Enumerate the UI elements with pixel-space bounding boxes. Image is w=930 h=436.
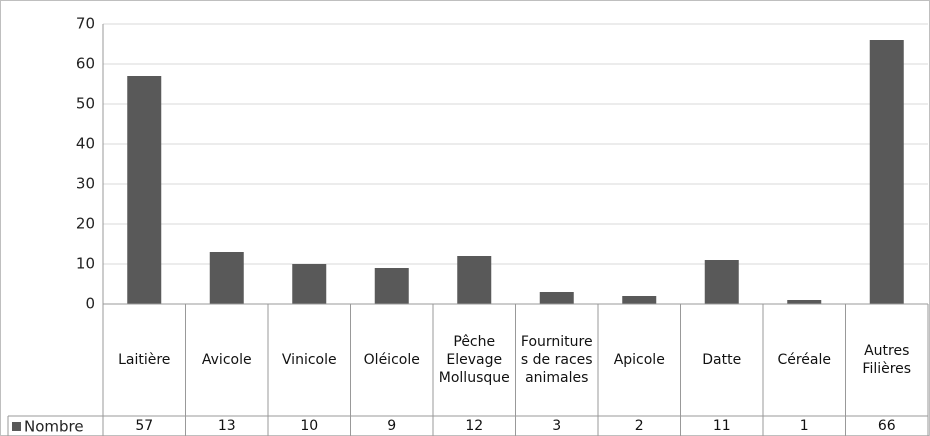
legend-key (12, 422, 21, 431)
y-tick-label: 70 (76, 15, 95, 33)
bar (622, 296, 657, 304)
bar (539, 292, 574, 304)
bar (704, 260, 739, 304)
table-value: 1 (799, 418, 809, 434)
x-tick-label: Datte (702, 352, 742, 368)
table-value: 66 (877, 418, 896, 434)
table-value: 11 (712, 418, 731, 434)
y-tick-label: 60 (76, 55, 95, 73)
bar (869, 40, 904, 304)
x-tick-label: Fournitures de races animales (520, 334, 593, 386)
bar (787, 300, 822, 304)
x-tick-label: Apicole (613, 352, 665, 368)
table-value: 57 (135, 418, 154, 434)
table-value: 3 (552, 418, 562, 434)
bar (457, 256, 492, 304)
bar (209, 252, 244, 304)
y-tick-label: 0 (85, 295, 95, 313)
y-tick-label: 10 (76, 255, 95, 273)
x-tick-label: Vinicole (281, 352, 337, 368)
bar (292, 264, 327, 304)
table-value: 2 (634, 418, 644, 434)
y-tick-label: 40 (76, 135, 95, 153)
y-tick-label: 50 (76, 95, 95, 113)
x-tick-label: Pêche Elevage Mollusque (438, 334, 510, 386)
bar (127, 76, 162, 304)
legend-label: Nombre (24, 418, 84, 436)
x-tick-label: Autres Filières (862, 343, 912, 377)
x-tick-label: Oléicole (363, 352, 420, 368)
x-tick-label: Céréale (777, 352, 832, 368)
bar (374, 268, 409, 304)
x-tick-label: Laitière (118, 352, 171, 368)
table-value: 10 (300, 418, 319, 434)
y-tick-label: 30 (76, 175, 95, 193)
table-value: 13 (217, 418, 236, 434)
x-tick-label: Avicole (201, 352, 252, 368)
table-value: 12 (465, 418, 484, 434)
y-tick-label: 20 (76, 215, 95, 233)
table-value: 9 (387, 418, 397, 434)
